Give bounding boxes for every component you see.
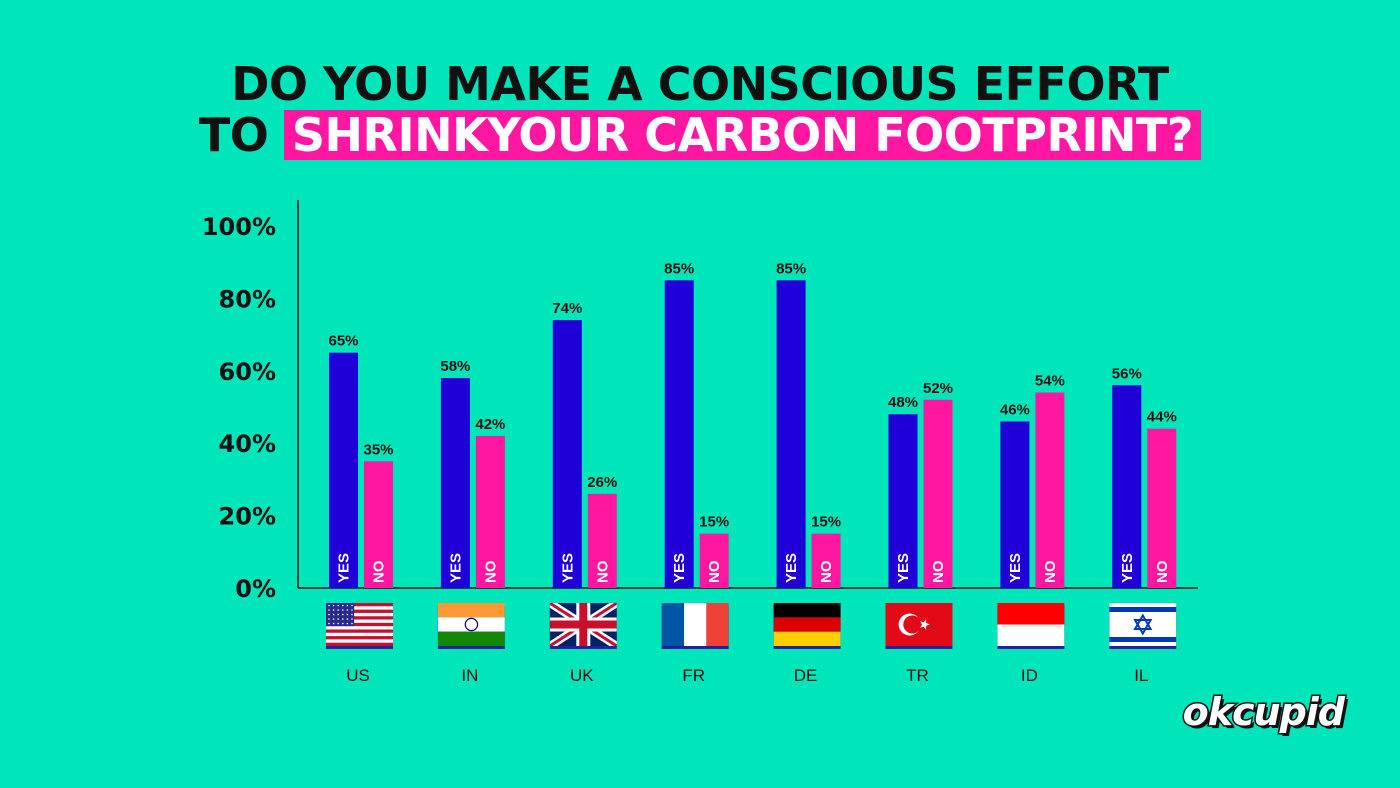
tr-flag-icon <box>885 603 953 649</box>
y-tick-label: 20% <box>219 503 276 531</box>
bar-yes-label: YES <box>336 553 353 583</box>
chart-title-line1: DO YOU MAKE A CONSCIOUS EFFORT <box>231 57 1169 111</box>
bar-yes <box>552 320 582 588</box>
data-label-yes: 85% <box>664 260 694 277</box>
chart-title-line2: TO SHRINKYOUR CARBON FOOTPRINT? <box>0 108 1400 162</box>
data-label-no: 26% <box>587 474 617 491</box>
x-category-label: US <box>346 666 370 685</box>
y-tick-label: 100% <box>202 213 276 241</box>
bar-yes <box>664 280 694 588</box>
bar-no <box>364 461 393 588</box>
bar-no-label: NO <box>482 560 499 583</box>
bar-no <box>1035 392 1065 588</box>
bar-no-label: NO <box>1042 560 1059 583</box>
fr-flag-icon <box>661 603 729 649</box>
bar-no-label: NO <box>594 560 611 583</box>
bar-no <box>1147 428 1177 588</box>
y-tick-label: 40% <box>219 430 276 458</box>
bar-yes-label: YES <box>895 553 912 583</box>
bar-yes-label: YES <box>559 553 576 583</box>
chart-title-highlight: SHRINKYOUR CARBON FOOTPRINT? <box>283 110 1202 160</box>
bar-no-label: NO <box>1154 560 1171 583</box>
data-label-no: 35% <box>363 441 393 458</box>
data-label-no: 52% <box>923 380 953 397</box>
data-label-no: 42% <box>475 416 505 433</box>
bar-no <box>923 399 953 588</box>
il-flag-icon <box>1109 603 1177 649</box>
bar-yes <box>776 280 806 588</box>
bar-no <box>811 533 841 588</box>
bar-yes <box>329 352 358 588</box>
bar-no-label: NO <box>706 560 723 583</box>
x-category-label: IN <box>461 666 478 685</box>
chart-title-prefix: TO <box>198 108 269 162</box>
data-label-yes: 65% <box>328 333 358 350</box>
bar-yes <box>888 414 918 588</box>
x-category-label: DE <box>794 666 818 685</box>
data-label-yes: 58% <box>440 358 470 375</box>
data-label-yes: 56% <box>1112 365 1142 382</box>
x-category-label: FR <box>682 666 705 685</box>
bar-yes-label: YES <box>447 553 464 583</box>
bar-no <box>587 493 617 588</box>
data-label-yes: 74% <box>552 300 582 317</box>
bar-no-label: NO <box>371 560 388 583</box>
y-tick-label: 60% <box>219 358 276 386</box>
x-category-label: ID <box>1021 666 1038 685</box>
bar-yes-label: YES <box>1119 553 1136 583</box>
data-label-no: 54% <box>1035 373 1065 390</box>
y-tick-label: 0% <box>235 575 276 603</box>
bar-no-label: NO <box>818 560 835 583</box>
data-label-yes: 46% <box>1000 401 1030 418</box>
okcupid-logo: okcupid <box>1181 689 1346 736</box>
bar-yes <box>440 378 470 588</box>
data-label-no: 15% <box>811 514 841 531</box>
data-label-yes: 48% <box>888 394 918 411</box>
data-label-yes: 85% <box>776 260 806 277</box>
x-category-label: IL <box>1134 666 1148 685</box>
data-label-no: 44% <box>1147 409 1177 426</box>
bar-no <box>699 533 729 588</box>
uk-flag-icon <box>549 603 617 649</box>
x-category-label: UK <box>570 666 594 685</box>
us-flag-icon <box>326 603 393 649</box>
in-flag-icon <box>437 603 505 649</box>
x-category-label: TR <box>906 666 929 685</box>
bar-no <box>475 435 505 588</box>
bar-yes-label: YES <box>783 553 800 583</box>
bar-yes-label: YES <box>1007 553 1024 583</box>
id-flag-icon <box>997 603 1065 649</box>
data-label-no: 15% <box>699 514 729 531</box>
de-flag-icon <box>773 603 841 649</box>
bar-no-label: NO <box>930 560 947 583</box>
bar-yes <box>1000 421 1030 588</box>
bar-yes-label: YES <box>671 553 688 583</box>
bar-yes <box>1112 385 1142 588</box>
y-tick-label: 80% <box>219 285 276 313</box>
